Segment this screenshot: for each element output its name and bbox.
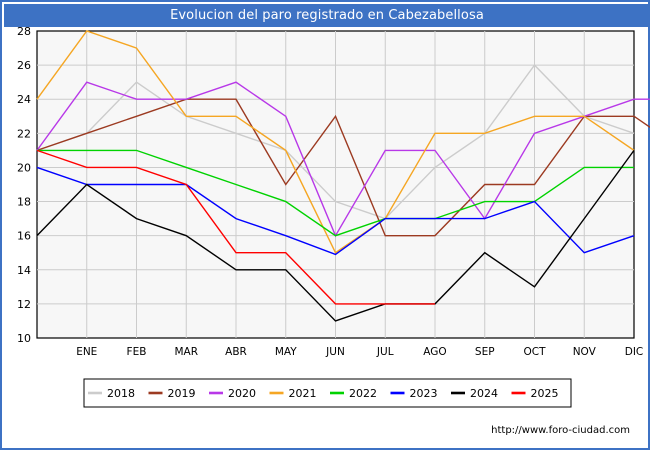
x-tick-label: FEB: [127, 346, 147, 358]
y-tick-label: 20: [17, 161, 31, 174]
series-line-2019: [36, 98, 650, 237]
legend-label-2019[interactable]: 2019: [168, 387, 196, 400]
legend-label-2023[interactable]: 2023: [410, 387, 438, 400]
chart-area: 10 12 14 16 18 20 22 24 26 28 ENE FEB MAR ABR MAY JUN J…: [2, 27, 650, 452]
series-line-2021: [36, 30, 635, 254]
x-tick-label: MAR: [174, 346, 198, 358]
y-tick-label: 18: [17, 196, 31, 209]
x-tick-label: AGO: [423, 346, 446, 358]
x-tick-label: ENE: [76, 346, 97, 358]
x-tick-label: DIC: [625, 346, 644, 358]
y-tick-label: 24: [17, 93, 31, 106]
y-tick-label: 28: [17, 27, 31, 38]
y-tick-label: 22: [17, 127, 31, 140]
x-tick-label: JUL: [376, 346, 394, 358]
legend-label-2025[interactable]: 2025: [531, 387, 559, 400]
y-tick-label: 10: [17, 332, 31, 345]
x-tick-label: OCT: [523, 346, 546, 358]
footer-url[interactable]: http://www.foro-ciudad.com: [491, 425, 630, 436]
y-tick-label: 14: [17, 264, 31, 277]
y-axis-tick-labels: 10 12 14 16 18 20 22 24 26 28: [17, 27, 31, 345]
legend: 2018 2019 2020 2021 2022 2023 2024 2025: [88, 387, 559, 400]
y-tick-label: 12: [17, 298, 31, 311]
window-title-bar: Evolucion del paro registrado en Cabezab…: [4, 4, 650, 27]
x-tick-label: NOV: [573, 346, 597, 358]
x-tick-label: JUN: [325, 346, 345, 358]
x-tick-label: MAY: [275, 346, 297, 358]
legend-box: [83, 378, 572, 408]
series-line-2023: [36, 166, 635, 256]
legend-label-2018[interactable]: 2018: [107, 387, 135, 400]
y-tick-label: 26: [17, 59, 31, 72]
x-tick-label: ABR: [225, 346, 247, 358]
y-tick-label: 16: [17, 230, 31, 243]
legend-label-2021[interactable]: 2021: [289, 387, 317, 400]
page-title: Evolucion del paro registrado en Cabezab…: [170, 8, 484, 23]
x-axis-tick-labels: ENE FEB MAR ABR MAY JUN JUL AGO SEP OCT NOV DIC: [76, 346, 643, 358]
legend-label-2022[interactable]: 2022: [349, 387, 377, 400]
legend-label-2020[interactable]: 2020: [228, 387, 256, 400]
series-line-2018: [36, 64, 635, 220]
series-line-2025: [36, 149, 435, 305]
series-line-2024: [36, 149, 635, 322]
legend-label-2024[interactable]: 2024: [470, 387, 498, 400]
series-line-2020: [36, 81, 650, 238]
x-tick-label: SEP: [475, 346, 495, 358]
data-series-group: [36, 30, 650, 322]
